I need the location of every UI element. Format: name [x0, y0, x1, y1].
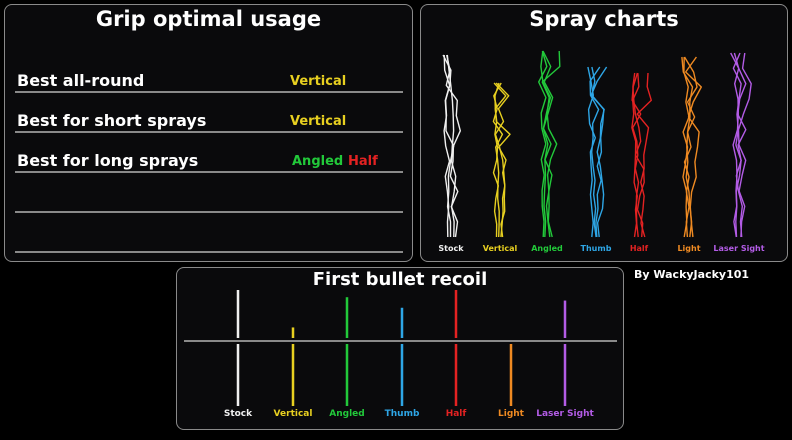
spray-pattern-thumb [587, 66, 608, 238]
grip-usage-row-label: Best for short sprays [17, 111, 207, 130]
spray-pattern-half [631, 72, 652, 238]
recoil-label-half: Half [445, 409, 467, 419]
spray-pattern-laser-sight [730, 52, 752, 238]
grip-usage-row-divider [15, 131, 403, 133]
grip-usage-row-value: Half [348, 154, 378, 169]
spray-trace [493, 82, 511, 238]
spray-trace [631, 72, 642, 238]
recoil-label-vertical: Vertical [273, 409, 313, 419]
spray-label-angled: Angled [531, 244, 563, 253]
grip-usage-title: Grip optimal usage [95, 7, 322, 31]
grip-usage-row-value: Vertical [290, 114, 347, 129]
spray-label-laser-sight: Laser Sight [713, 244, 765, 253]
spray-trace [492, 82, 504, 238]
spray-charts-title: Spray charts [529, 7, 679, 31]
spray-trace [590, 66, 608, 238]
recoil-label-light: Light [498, 409, 524, 419]
spray-trace [494, 82, 510, 238]
grip-usage-row-value: Vertical [290, 74, 347, 89]
spray-label-light: Light [677, 244, 701, 253]
recoil-label-stock: Stock [223, 409, 253, 419]
spray-trace [732, 52, 742, 238]
spray-trace [445, 54, 461, 238]
grip-usage-row-value: Angled [292, 154, 344, 169]
grip-usage-row-divider [15, 211, 403, 213]
spray-pattern-angled [538, 50, 561, 238]
spray-trace [737, 52, 752, 238]
spray-trace [538, 50, 548, 238]
spray-trace [636, 72, 652, 238]
grip-usage-panel: Grip optimal usage Best all-round Vertica… [4, 4, 413, 262]
spray-patterns [442, 50, 752, 238]
spray-label-half: Half [629, 244, 649, 253]
grip-usage-row-label: Best for long sprays [17, 151, 199, 170]
spray-pattern-vertical [492, 82, 511, 238]
spray-charts-panel: Spray charts Stock Vertical Angled Thumb Hal… [420, 4, 788, 262]
spray-trace [587, 66, 596, 238]
spray-trace [542, 50, 554, 238]
spray-label-stock: Stock [438, 244, 464, 253]
spray-trace [541, 50, 561, 238]
spray-trace [632, 72, 645, 238]
grip-usage-row-label: Best all-round [17, 71, 145, 90]
spray-trace [733, 52, 747, 238]
recoil-panel: First bullet recoil Stock Vertical Angled T… [176, 267, 624, 430]
spray-pattern-light [681, 56, 702, 238]
spray-trace [681, 56, 694, 238]
grip-usage-row-divider [15, 91, 403, 93]
spray-label-thumb: Thumb [580, 244, 612, 253]
recoil-label-angled: Angled [329, 409, 365, 419]
spray-trace [685, 56, 702, 238]
grip-usage-row-divider [15, 171, 403, 173]
recoil-label-laser-sight: Laser Sight [536, 409, 594, 419]
spray-pattern-stock [442, 54, 461, 238]
recoil-chart [184, 290, 617, 406]
recoil-title: First bullet recoil [312, 269, 488, 290]
recoil-label-thumb: Thumb [384, 409, 420, 419]
spray-label-vertical: Vertical [482, 244, 518, 253]
grip-usage-row-divider [15, 251, 403, 253]
author-credit: By WackyJacky101 [634, 268, 750, 281]
